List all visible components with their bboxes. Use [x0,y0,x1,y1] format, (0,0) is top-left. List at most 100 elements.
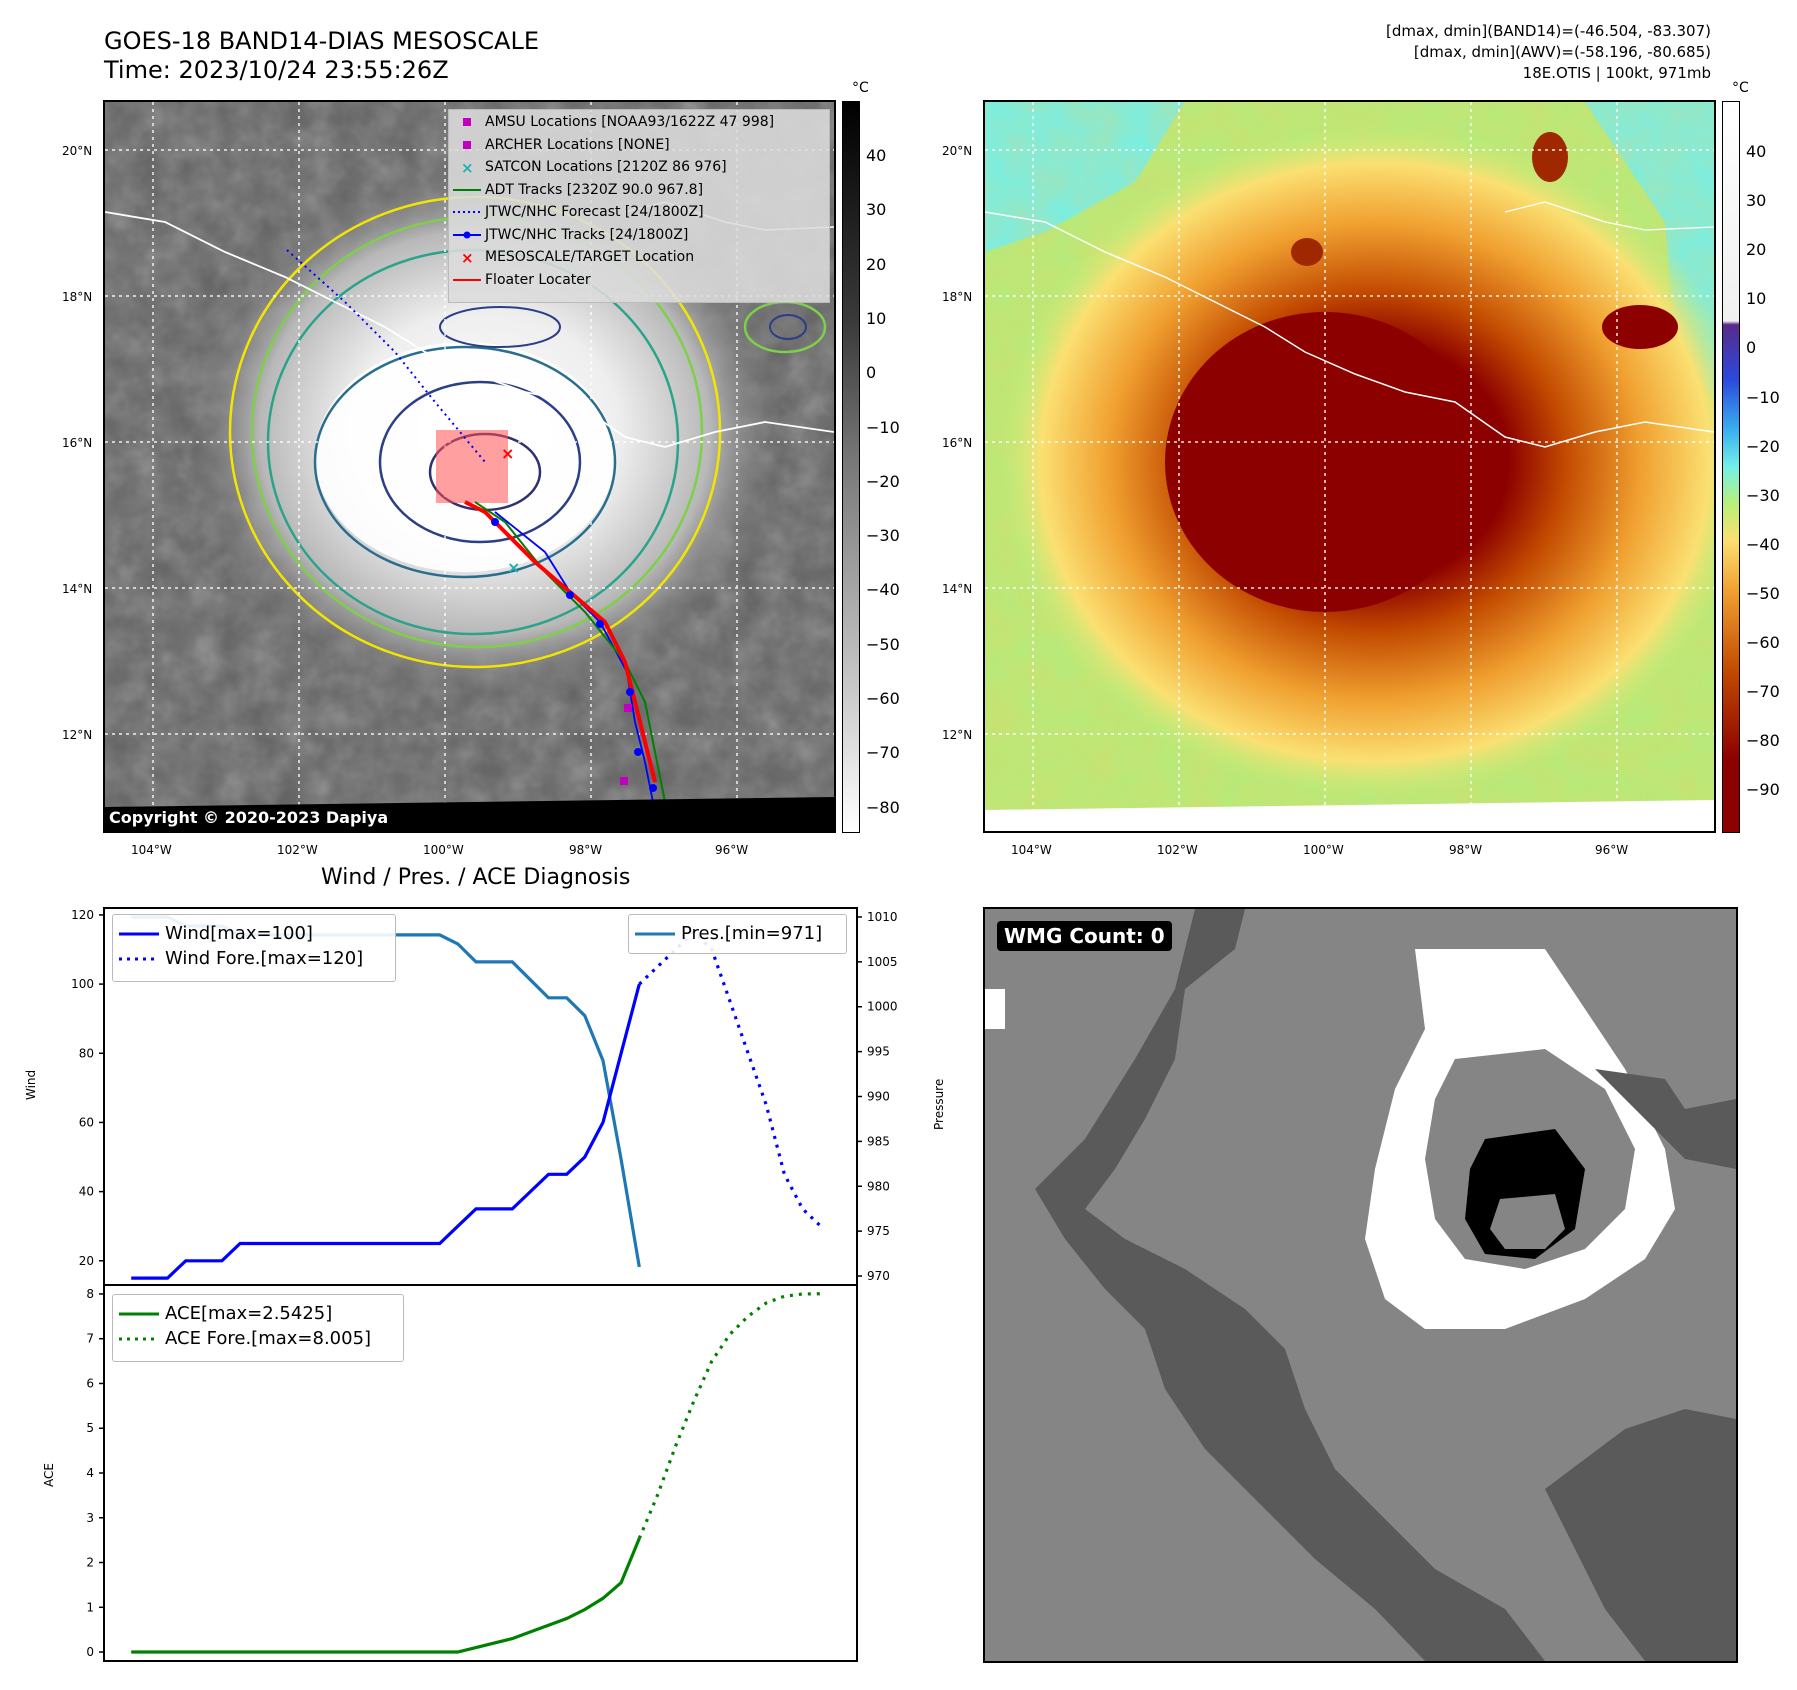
lat-label: 18°N [62,290,93,304]
wmg-panel: WMG Count: 0 [983,907,1738,1663]
legend-label: Floater Locater [485,271,591,288]
legend-wind-forecast: Wind Fore.[max=120] [165,948,364,969]
colorbar-tick-label: −10 [866,417,900,437]
legend-symbol-icon [449,224,485,246]
colorbar-tick-label: −20 [1746,436,1780,456]
info-awv: [dmax, dmin](AWV)=(-58.196, -80.685) [1413,43,1711,61]
map-legend-item: × SATCON Locations [2120Z 86 976] [449,156,829,179]
lon-label: 100°W [423,843,464,857]
map-legend-item: × MESOSCALE/TARGET Location [449,246,829,269]
colorbar-tick-label: 40 [1746,142,1767,161]
map-legend-item: JTWC/NHC Tracks [24/1800Z] [449,224,829,247]
lat-label: 14°N [942,582,973,596]
legend-label: MESOSCALE/TARGET Location [485,249,695,266]
colorbar-tick-label: 10 [866,308,887,328]
legend-label: ADT Tracks [2320Z 90.0 967.8] [485,181,704,198]
map-legend-item: ADT Tracks [2320Z 90.0 967.8] [449,179,829,202]
pressure-tick-label: 1010 [867,910,898,924]
ace-series-line [131,1537,641,1654]
wind-ylabel: Wind [24,1069,38,1100]
wind-legend: Wind[max=100] Wind Fore.[max=120] [112,914,396,982]
ace-forecast-series-line [637,1292,821,1540]
lat-label: 18°N [942,290,973,304]
pressure-tick-label: 970 [867,1269,890,1283]
colorbar-tick-label: 0 [1746,338,1757,358]
lat-label: 14°N [62,582,93,596]
wmg-canvas [985,909,1736,1661]
legend-wind: Wind[max=100] [165,923,313,944]
colorbar-unit: °C [1732,80,1749,96]
colorbar-tick-label: −50 [866,634,900,654]
svg-text:×: × [501,444,514,463]
ace-tick-label: 0 [86,1645,94,1659]
wind-tick-label: 100 [71,977,94,991]
svg-text:×: × [461,159,474,177]
colorbar-tick-label: −60 [866,689,900,708]
legend-symbol-icon [449,179,485,201]
awv-map-canvas [985,102,1714,831]
legend-ace: ACE[max=2.5425] [165,1303,333,1324]
lat-label: 12°N [942,728,973,742]
lon-label: 98°W [569,843,603,857]
lon-label: 96°W [715,843,749,857]
awv-map-panel [983,100,1716,833]
colorbar-tick-label: −10 [1746,387,1780,407]
copyright-text: Copyright © 2020-2023 Dapiya [109,808,389,827]
map-legend-item: AMSU Locations [NOAA93/1622Z 47 998] [449,111,829,134]
info-band14: [dmax, dmin](BAND14)=(-46.504, -83.307) [1386,22,1711,40]
pressure-tick-label: 975 [867,1224,890,1238]
map-legend-item: Floater Locater [449,269,829,292]
colorbar-tick-label: −50 [1746,583,1780,603]
ace-tick-label: 4 [86,1466,94,1480]
lat-label: 16°N [942,436,973,450]
svg-text:×: × [507,558,520,577]
colorbar-tick-label: −80 [866,797,900,817]
svg-text:×: × [461,249,474,267]
ace-tick-label: 7 [86,1332,94,1346]
ace-tick-label: 2 [86,1556,94,1570]
pressure-tick-label: 990 [867,1090,890,1104]
wind-tick-label: 60 [79,1115,94,1129]
colorbar-tick-label: 30 [1746,191,1767,211]
wind-series-line [131,983,641,1280]
lon-label: 102°W [1157,843,1198,857]
pressure-legend: Pres.[min=971] [628,914,847,954]
legend-symbol-icon [449,269,485,291]
wind-forecast-series-line [638,929,822,1228]
wmg-count-badge: WMG Count: 0 [997,921,1172,951]
wind-tick-label: 80 [79,1046,94,1060]
map-title: GOES-18 BAND14-DIAS MESOSCALE [104,27,540,55]
colorbar-tick-label: −30 [1746,485,1780,505]
colorbar-gray [842,101,860,833]
legend-label: SATCON Locations [2120Z 86 976] [485,159,727,176]
colorbar-tick-label: −40 [866,580,900,600]
pressure-ylabel: Pressure [932,1078,946,1130]
lon-label: 102°W [277,843,318,857]
ace-tick-label: 1 [86,1600,94,1614]
legend-symbol-icon [449,111,485,133]
colorbar-tick-label: −90 [1746,780,1780,800]
colorbar-tick-label: −40 [1746,534,1780,554]
lat-label: 16°N [62,436,93,450]
diagnosis-title: Wind / Pres. / ACE Diagnosis [321,865,631,890]
wind-tick-label: 20 [79,1254,94,1268]
colorbar-tick-label: 30 [866,200,887,220]
legend-symbol-icon: × [449,156,485,178]
colorbar-tick-label: −70 [866,743,900,763]
info-storm: 18E.OTIS | 100kt, 971mb [1522,64,1711,82]
lon-label: 100°W [1303,843,1344,857]
colorbar-tick-label: −80 [1746,731,1780,751]
pressure-tick-label: 980 [867,1179,890,1193]
pressure-tick-label: 1000 [867,1000,898,1014]
lat-label: 12°N [62,728,93,742]
pressure-tick-label: 985 [867,1134,890,1148]
legend-pressure: Pres.[min=971] [681,923,823,944]
colorbar-tick-label: 20 [866,254,887,274]
wind-tick-label: 40 [79,1185,94,1199]
pressure-tick-label: 1005 [867,955,898,969]
legend-label: JTWC/NHC Tracks [24/1800Z] [485,226,689,243]
map-time: Time: 2023/10/24 23:55:26Z [104,56,449,84]
legend-ace-forecast: ACE Fore.[max=8.005] [165,1328,372,1349]
lat-label: 20°N [942,144,973,158]
colorbar-tick-label: −60 [1746,633,1780,652]
